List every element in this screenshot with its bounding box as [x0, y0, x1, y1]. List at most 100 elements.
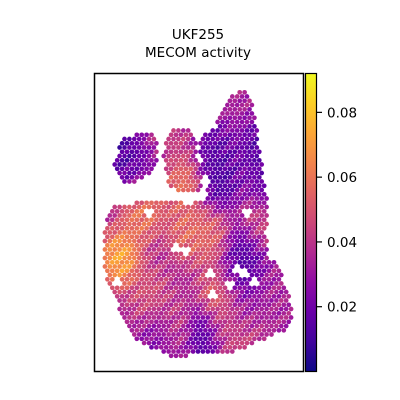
- spot: [185, 281, 191, 286]
- spot: [274, 264, 279, 269]
- spot: [114, 225, 120, 231]
- spot: [232, 217, 238, 223]
- spot: [129, 225, 135, 231]
- spot: [242, 259, 247, 265]
- spot: [237, 89, 243, 95]
- spot: [203, 149, 208, 155]
- spot: [212, 208, 218, 214]
- spot: [176, 332, 181, 337]
- spot: [163, 157, 169, 163]
- spot: [225, 153, 230, 159]
- spot: [198, 319, 203, 325]
- spot: [207, 336, 213, 342]
- spot: [261, 183, 267, 189]
- spot: [222, 327, 228, 333]
- spot: [259, 298, 265, 303]
- spot: [195, 289, 201, 295]
- spot: [217, 140, 223, 146]
- spot: [149, 251, 154, 257]
- spot: [286, 302, 292, 308]
- spot: [225, 247, 230, 252]
- spot: [127, 289, 132, 295]
- spot: [185, 230, 191, 235]
- spot: [176, 238, 181, 244]
- spot: [131, 323, 137, 329]
- spot: [252, 285, 257, 291]
- spot: [168, 344, 174, 350]
- spot: [237, 319, 243, 325]
- spot: [242, 89, 247, 95]
- spot: [122, 221, 127, 227]
- spot: [229, 238, 235, 244]
- spot: [269, 289, 274, 295]
- spot: [183, 242, 189, 248]
- spot: [119, 268, 125, 274]
- spot: [156, 255, 162, 261]
- spot: [207, 140, 213, 146]
- spot: [281, 285, 287, 291]
- spot: [127, 170, 132, 176]
- spot: [261, 200, 267, 206]
- spot: [254, 196, 260, 201]
- plot-frame: [93, 72, 305, 373]
- spot: [168, 149, 174, 155]
- spot: [232, 242, 238, 248]
- spot: [239, 298, 245, 303]
- spot: [203, 225, 208, 231]
- spot: [127, 162, 132, 167]
- spot: [205, 281, 211, 286]
- spot: [161, 272, 167, 278]
- spot: [134, 302, 140, 308]
- spot: [207, 157, 213, 163]
- spot: [146, 306, 152, 312]
- spot: [134, 259, 140, 265]
- spot: [207, 251, 213, 257]
- spot: [244, 306, 250, 312]
- spot: [198, 234, 203, 240]
- spot: [220, 162, 225, 167]
- spot: [119, 251, 125, 257]
- spot: [244, 145, 250, 150]
- spot: [244, 136, 250, 142]
- spot: [225, 255, 230, 261]
- spot: [188, 302, 194, 308]
- spot: [244, 332, 250, 337]
- spot: [227, 234, 233, 240]
- spot: [188, 174, 194, 180]
- spot: [232, 302, 238, 308]
- spot: [178, 285, 184, 291]
- spot: [195, 332, 201, 337]
- spot: [139, 268, 145, 274]
- spot: [232, 259, 238, 265]
- spot: [239, 111, 245, 116]
- spot: [254, 145, 260, 150]
- spot: [136, 213, 142, 218]
- spot: [256, 276, 262, 282]
- spot: [154, 208, 159, 214]
- spot: [176, 255, 181, 261]
- spot: [244, 162, 250, 167]
- spot: [220, 213, 225, 218]
- spot: [156, 272, 162, 278]
- spot: [198, 140, 203, 146]
- spot: [278, 289, 284, 295]
- spot: [124, 293, 130, 299]
- spot: [259, 187, 265, 193]
- spot: [247, 293, 252, 299]
- spot: [154, 319, 159, 325]
- spot: [144, 242, 149, 248]
- spot: [229, 128, 235, 133]
- spot: [239, 204, 245, 210]
- spot: [237, 200, 243, 206]
- spot: [139, 234, 145, 240]
- spot: [193, 200, 198, 206]
- spot: [198, 259, 203, 265]
- colorbar-frame: [304, 72, 318, 373]
- spot: [203, 140, 208, 146]
- spot: [222, 140, 228, 146]
- spot: [269, 332, 274, 337]
- spot: [146, 221, 152, 227]
- spot: [176, 153, 181, 159]
- spot: [212, 302, 218, 308]
- spot: [127, 315, 132, 320]
